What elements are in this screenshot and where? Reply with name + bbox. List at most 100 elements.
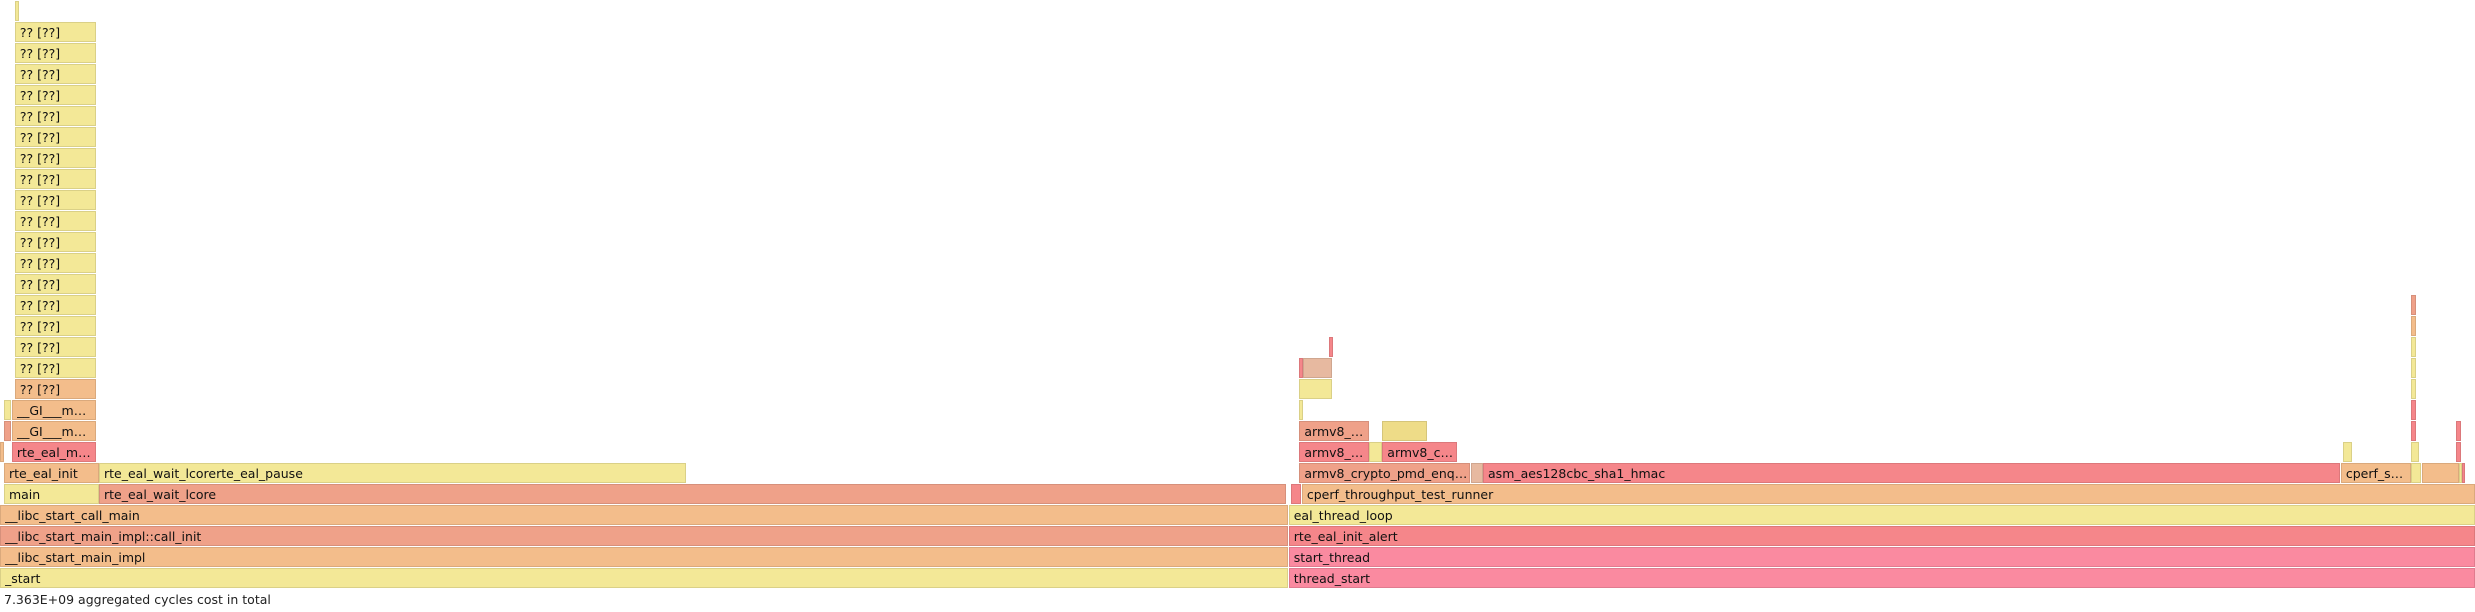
- flame-frame[interactable]: ?? [??]: [14, 316, 97, 336]
- flame-frame-label: ?? [??]: [19, 46, 61, 61]
- flame-frame-label: eal_thread_loop: [1293, 508, 1393, 523]
- flame-frame[interactable]: [2411, 400, 2417, 420]
- flame-frame[interactable]: thread_start: [1288, 568, 2475, 588]
- flame-frame[interactable]: [1290, 484, 1301, 504]
- flame-frame[interactable]: ?? [??]: [14, 232, 97, 252]
- total-cost-label: 7.363E+09 aggregated cycles cost in tota…: [4, 592, 271, 607]
- flame-frame[interactable]: main: [3, 484, 99, 504]
- flame-frame-label: armv8_crypto_pmd_enqueue_burst: [1304, 466, 1470, 481]
- flame-frame[interactable]: [1299, 358, 1303, 378]
- flame-frame-label: ?? [??]: [19, 277, 61, 292]
- flame-frame[interactable]: [3, 400, 11, 420]
- flame-frame[interactable]: __GI___mmap64: [11, 400, 97, 420]
- flame-frame[interactable]: [3, 421, 11, 441]
- flame-frame[interactable]: ?? [??]: [14, 127, 97, 147]
- flame-frame[interactable]: ?? [??]: [14, 64, 97, 84]
- flame-frame[interactable]: [2411, 337, 2417, 357]
- flame-frame[interactable]: ?? [??]: [14, 358, 97, 378]
- flame-frame[interactable]: armv8_crypto_pmd_enqueue_burst: [1299, 463, 1471, 483]
- flame-frame-label: rte_eal_init: [8, 466, 78, 481]
- flame-frame[interactable]: [2411, 379, 2417, 399]
- flame-frame[interactable]: [2421, 463, 2459, 483]
- flame-frame[interactable]: armv8_process_op: [1299, 421, 1369, 441]
- flame-frame[interactable]: ?? [??]: [14, 295, 97, 315]
- flame-frame[interactable]: armv8_crypto_op: [1382, 442, 1457, 462]
- flame-frame[interactable]: ?? [??]: [14, 43, 97, 63]
- flame-frame[interactable]: rte_eal_memory_init: [11, 442, 97, 462]
- flame-frame[interactable]: ?? [??]: [14, 22, 97, 42]
- flame-frame-label: armv8_process_op: [1304, 424, 1367, 439]
- flame-frame[interactable]: [2411, 463, 2422, 483]
- flame-frame-label: ?? [??]: [19, 214, 61, 229]
- flame-frame[interactable]: [1302, 358, 1332, 378]
- flame-frame[interactable]: ?? [??]: [14, 106, 97, 126]
- flame-frame[interactable]: __libc_start_call_main: [0, 505, 1289, 525]
- flame-frame-label: ?? [??]: [19, 25, 61, 40]
- flame-frame[interactable]: rte_eal_wait_lcorerte_eal_pause: [99, 463, 686, 483]
- flame-frame-label: __libc_start_call_main: [5, 508, 140, 523]
- flame-frame[interactable]: armv8_process_ops: [1299, 442, 1369, 462]
- flame-frame[interactable]: ?? [??]: [14, 190, 97, 210]
- flame-frame[interactable]: [14, 1, 19, 21]
- flame-frame[interactable]: ?? [??]: [14, 337, 97, 357]
- flame-frame-label: rte_eal_init_alert: [1293, 529, 1398, 544]
- flame-frame[interactable]: __libc_start_main_impl::call_init: [0, 526, 1289, 546]
- flame-frame-label: ?? [??]: [19, 193, 61, 208]
- flame-frame[interactable]: [0, 442, 4, 462]
- flame-frame[interactable]: [1369, 442, 1382, 462]
- flame-frame[interactable]: ?? [??]: [14, 85, 97, 105]
- flame-frame-label: ?? [??]: [19, 67, 61, 82]
- flame-frame[interactable]: [2458, 463, 2462, 483]
- flame-frame[interactable]: [2411, 442, 2419, 462]
- flame-frame-label: rte_eal_memory_init: [16, 445, 95, 460]
- flame-frame[interactable]: start_thread: [1288, 547, 2475, 567]
- flame-frame[interactable]: rte_eal_init_alert: [1288, 526, 2475, 546]
- flame-frame[interactable]: [2411, 316, 2417, 336]
- flame-frame[interactable]: [1329, 337, 1333, 357]
- flame-frame-label: ?? [??]: [19, 340, 61, 355]
- flame-frame[interactable]: [2411, 295, 2417, 315]
- flame-frame-label: ?? [??]: [19, 319, 61, 334]
- flame-frame-label: __libc_start_main_impl::call_init: [5, 529, 202, 544]
- flame-frame[interactable]: ?? [??]: [14, 211, 97, 231]
- flame-frame-label: _start: [5, 571, 41, 586]
- flame-frame-label: cperf_set_ops: [2345, 466, 2410, 481]
- flame-frame-label: ?? [??]: [19, 382, 61, 397]
- flame-frame[interactable]: _start: [0, 568, 1289, 588]
- flame-frame-label: start_thread: [1293, 550, 1371, 565]
- flame-frame-label: ?? [??]: [19, 256, 61, 271]
- flame-frame[interactable]: cperf_throughput_test_runner: [1301, 484, 2475, 504]
- flame-frame[interactable]: ?? [??]: [14, 169, 97, 189]
- flame-frame-label: cperf_throughput_test_runner: [1306, 487, 1494, 502]
- flame-frame[interactable]: ?? [??]: [14, 148, 97, 168]
- flame-frame[interactable]: [2456, 442, 2461, 462]
- flame-frame-label: armv8_crypto_op: [1387, 445, 1455, 460]
- flame-frame[interactable]: ?? [??]: [14, 274, 97, 294]
- flame-frame[interactable]: cperf_set_ops: [2340, 463, 2411, 483]
- flame-frame[interactable]: asm_aes128cbc_sha1_hmac: [1483, 463, 2340, 483]
- flame-frame-label: __GI___mmap64: [16, 403, 95, 418]
- flame-frame-label: armv8_process_ops: [1304, 445, 1367, 460]
- flame-frame-label: __libc_start_main_impl: [5, 550, 146, 565]
- flame-frame[interactable]: [2456, 421, 2461, 441]
- flame-frame[interactable]: rte_eal_wait_lcore: [99, 484, 1286, 504]
- flame-frame[interactable]: [2342, 442, 2353, 462]
- flame-frame[interactable]: eal_thread_loop: [1288, 505, 2475, 525]
- flame-frame-label: ?? [??]: [19, 298, 61, 313]
- flame-frame[interactable]: __GI___mmap64: [11, 421, 97, 441]
- flame-frame[interactable]: rte_eal_init: [3, 463, 99, 483]
- flame-frame[interactable]: [1299, 400, 1303, 420]
- flame-frame-label: ?? [??]: [19, 151, 61, 166]
- flame-frame[interactable]: [2411, 421, 2417, 441]
- flame-frame-label: ?? [??]: [19, 109, 61, 124]
- flame-frame[interactable]: [1382, 421, 1427, 441]
- flame-frame[interactable]: ?? [??]: [14, 253, 97, 273]
- flame-frame[interactable]: [2462, 463, 2466, 483]
- flame-frame-label: ?? [??]: [19, 235, 61, 250]
- flame-frame[interactable]: __libc_start_main_impl: [0, 547, 1289, 567]
- flame-frame[interactable]: ?? [??]: [14, 379, 97, 399]
- flame-frame[interactable]: [1299, 379, 1332, 399]
- flame-frame[interactable]: [2411, 358, 2417, 378]
- flame-frame[interactable]: [1471, 463, 1483, 483]
- flame-frame-label: __GI___mmap64: [16, 424, 95, 439]
